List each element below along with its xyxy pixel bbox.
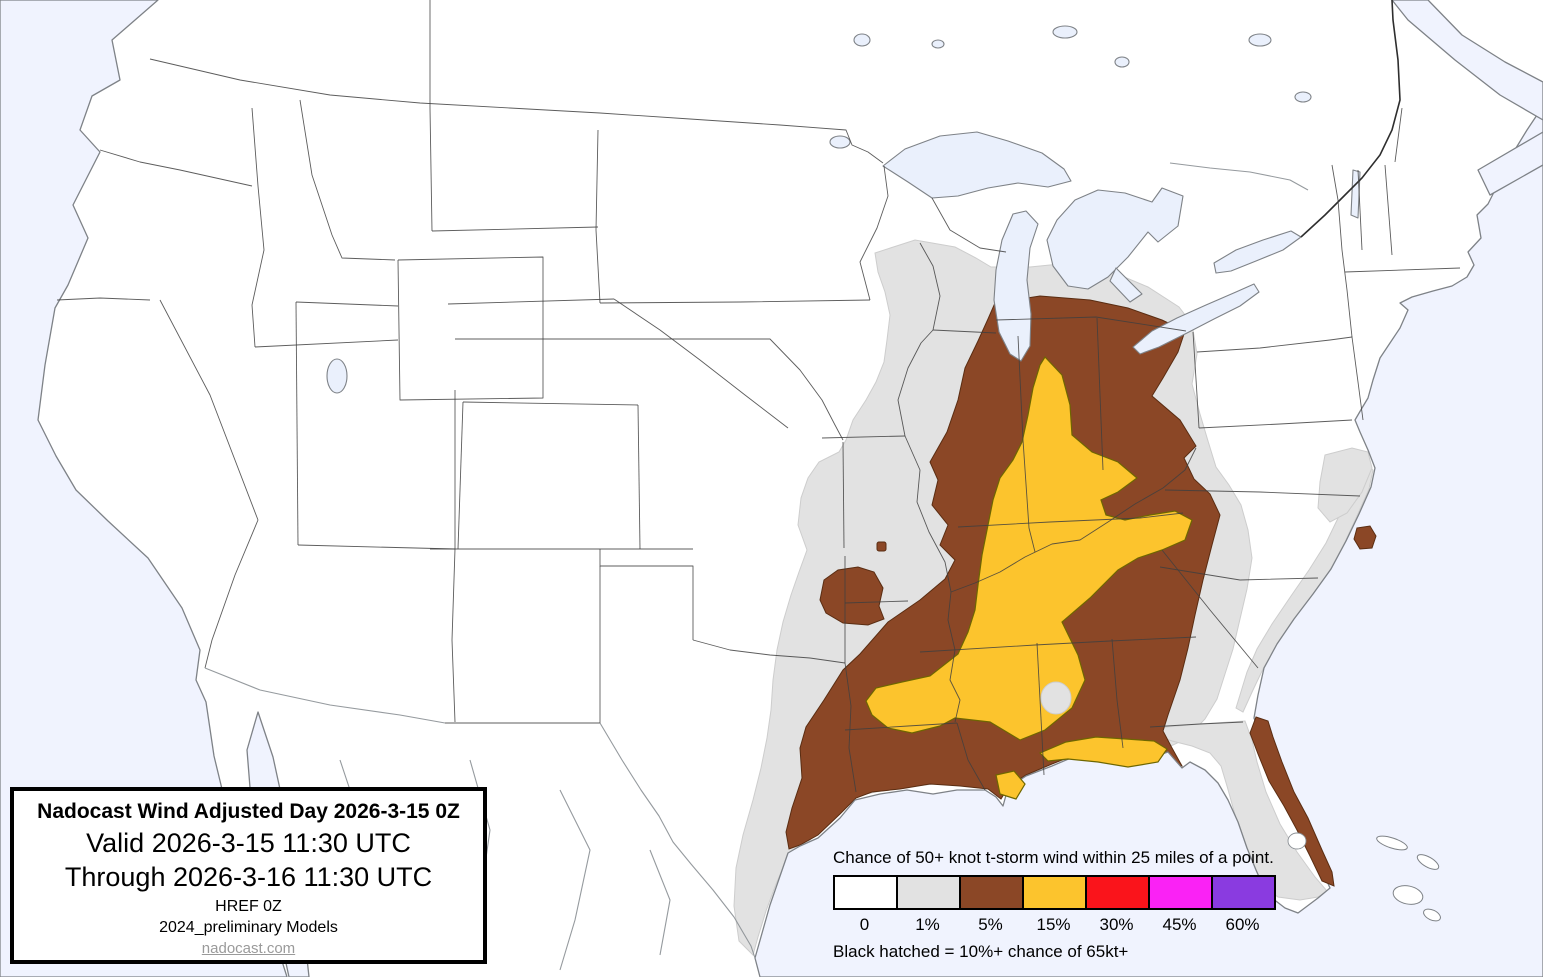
legend-hatch-note: Black hatched = 10%+ chance of 65kt+	[833, 942, 1129, 961]
probability-legend: Chance of 50+ knot t-storm wind within 2…	[833, 848, 1303, 962]
legend-label-60%: 60%	[1225, 915, 1260, 934]
legend-swatch-row	[833, 875, 1303, 910]
lake-erie	[1132, 283, 1260, 355]
lake-ontario	[1213, 230, 1302, 274]
legend-swatch-60%	[1211, 875, 1276, 910]
forecast-title: Nadocast Wind Adjusted Day 2026-3-15 0Z	[37, 800, 460, 823]
legend-label-1%: 1%	[915, 915, 940, 934]
coastal-risk-overlays	[995, 525, 1377, 887]
state-borders	[56, 0, 1461, 971]
lake-okeechobee	[1287, 832, 1307, 850]
panhandle-15pct-strip	[1038, 736, 1168, 768]
forecast-model-set: 2024_preliminary Models	[159, 919, 338, 936]
legend-label-row: 0 1% 5% 15% 30% 45% 60%	[833, 915, 1303, 935]
legend-swatch-1%	[896, 875, 961, 910]
legend-label-5%: 5%	[978, 915, 1003, 934]
lake-superior	[882, 131, 1072, 199]
st-lawrence-river	[1300, 0, 1401, 238]
lake-michigan	[993, 210, 1039, 362]
forecast-through-time: Through 2026-3-16 11:30 UTC	[64, 862, 433, 892]
great-salt-lake	[326, 358, 348, 394]
bahamas-islands	[1376, 835, 1441, 922]
legend-label-0: 0	[859, 915, 870, 934]
forecast-valid-time: Valid 2026-3-15 11:30 UTC	[86, 828, 411, 858]
nadocast-link[interactable]: nadocast.com	[201, 940, 296, 957]
saginaw-bay	[1109, 267, 1143, 303]
legend-swatch-5%	[959, 875, 1024, 910]
risk-hole-1pct	[1040, 681, 1072, 715]
florida-5pct-strip	[1249, 716, 1335, 887]
legend-swatch-15%	[1022, 875, 1087, 910]
hatteras-5pct-spot	[1353, 525, 1377, 550]
legend-label-15%: 15%	[1036, 915, 1071, 934]
legend-swatch-0	[833, 875, 898, 910]
forecast-model-run: HREF 0Z	[215, 898, 282, 915]
lake-huron	[1046, 187, 1184, 290]
legend-label-30%: 30%	[1099, 915, 1134, 934]
legend-title: Chance of 50+ knot t-storm wind within 2…	[833, 848, 1274, 867]
legend-label-45%: 45%	[1162, 915, 1197, 934]
legend-swatch-30%	[1085, 875, 1150, 910]
forecast-title-box: Nadocast Wind Adjusted Day 2026-3-15 0Z …	[10, 787, 487, 964]
legend-swatch-45%	[1148, 875, 1213, 910]
great-lakes	[326, 25, 1361, 394]
delta-15pct-patch	[995, 770, 1026, 800]
